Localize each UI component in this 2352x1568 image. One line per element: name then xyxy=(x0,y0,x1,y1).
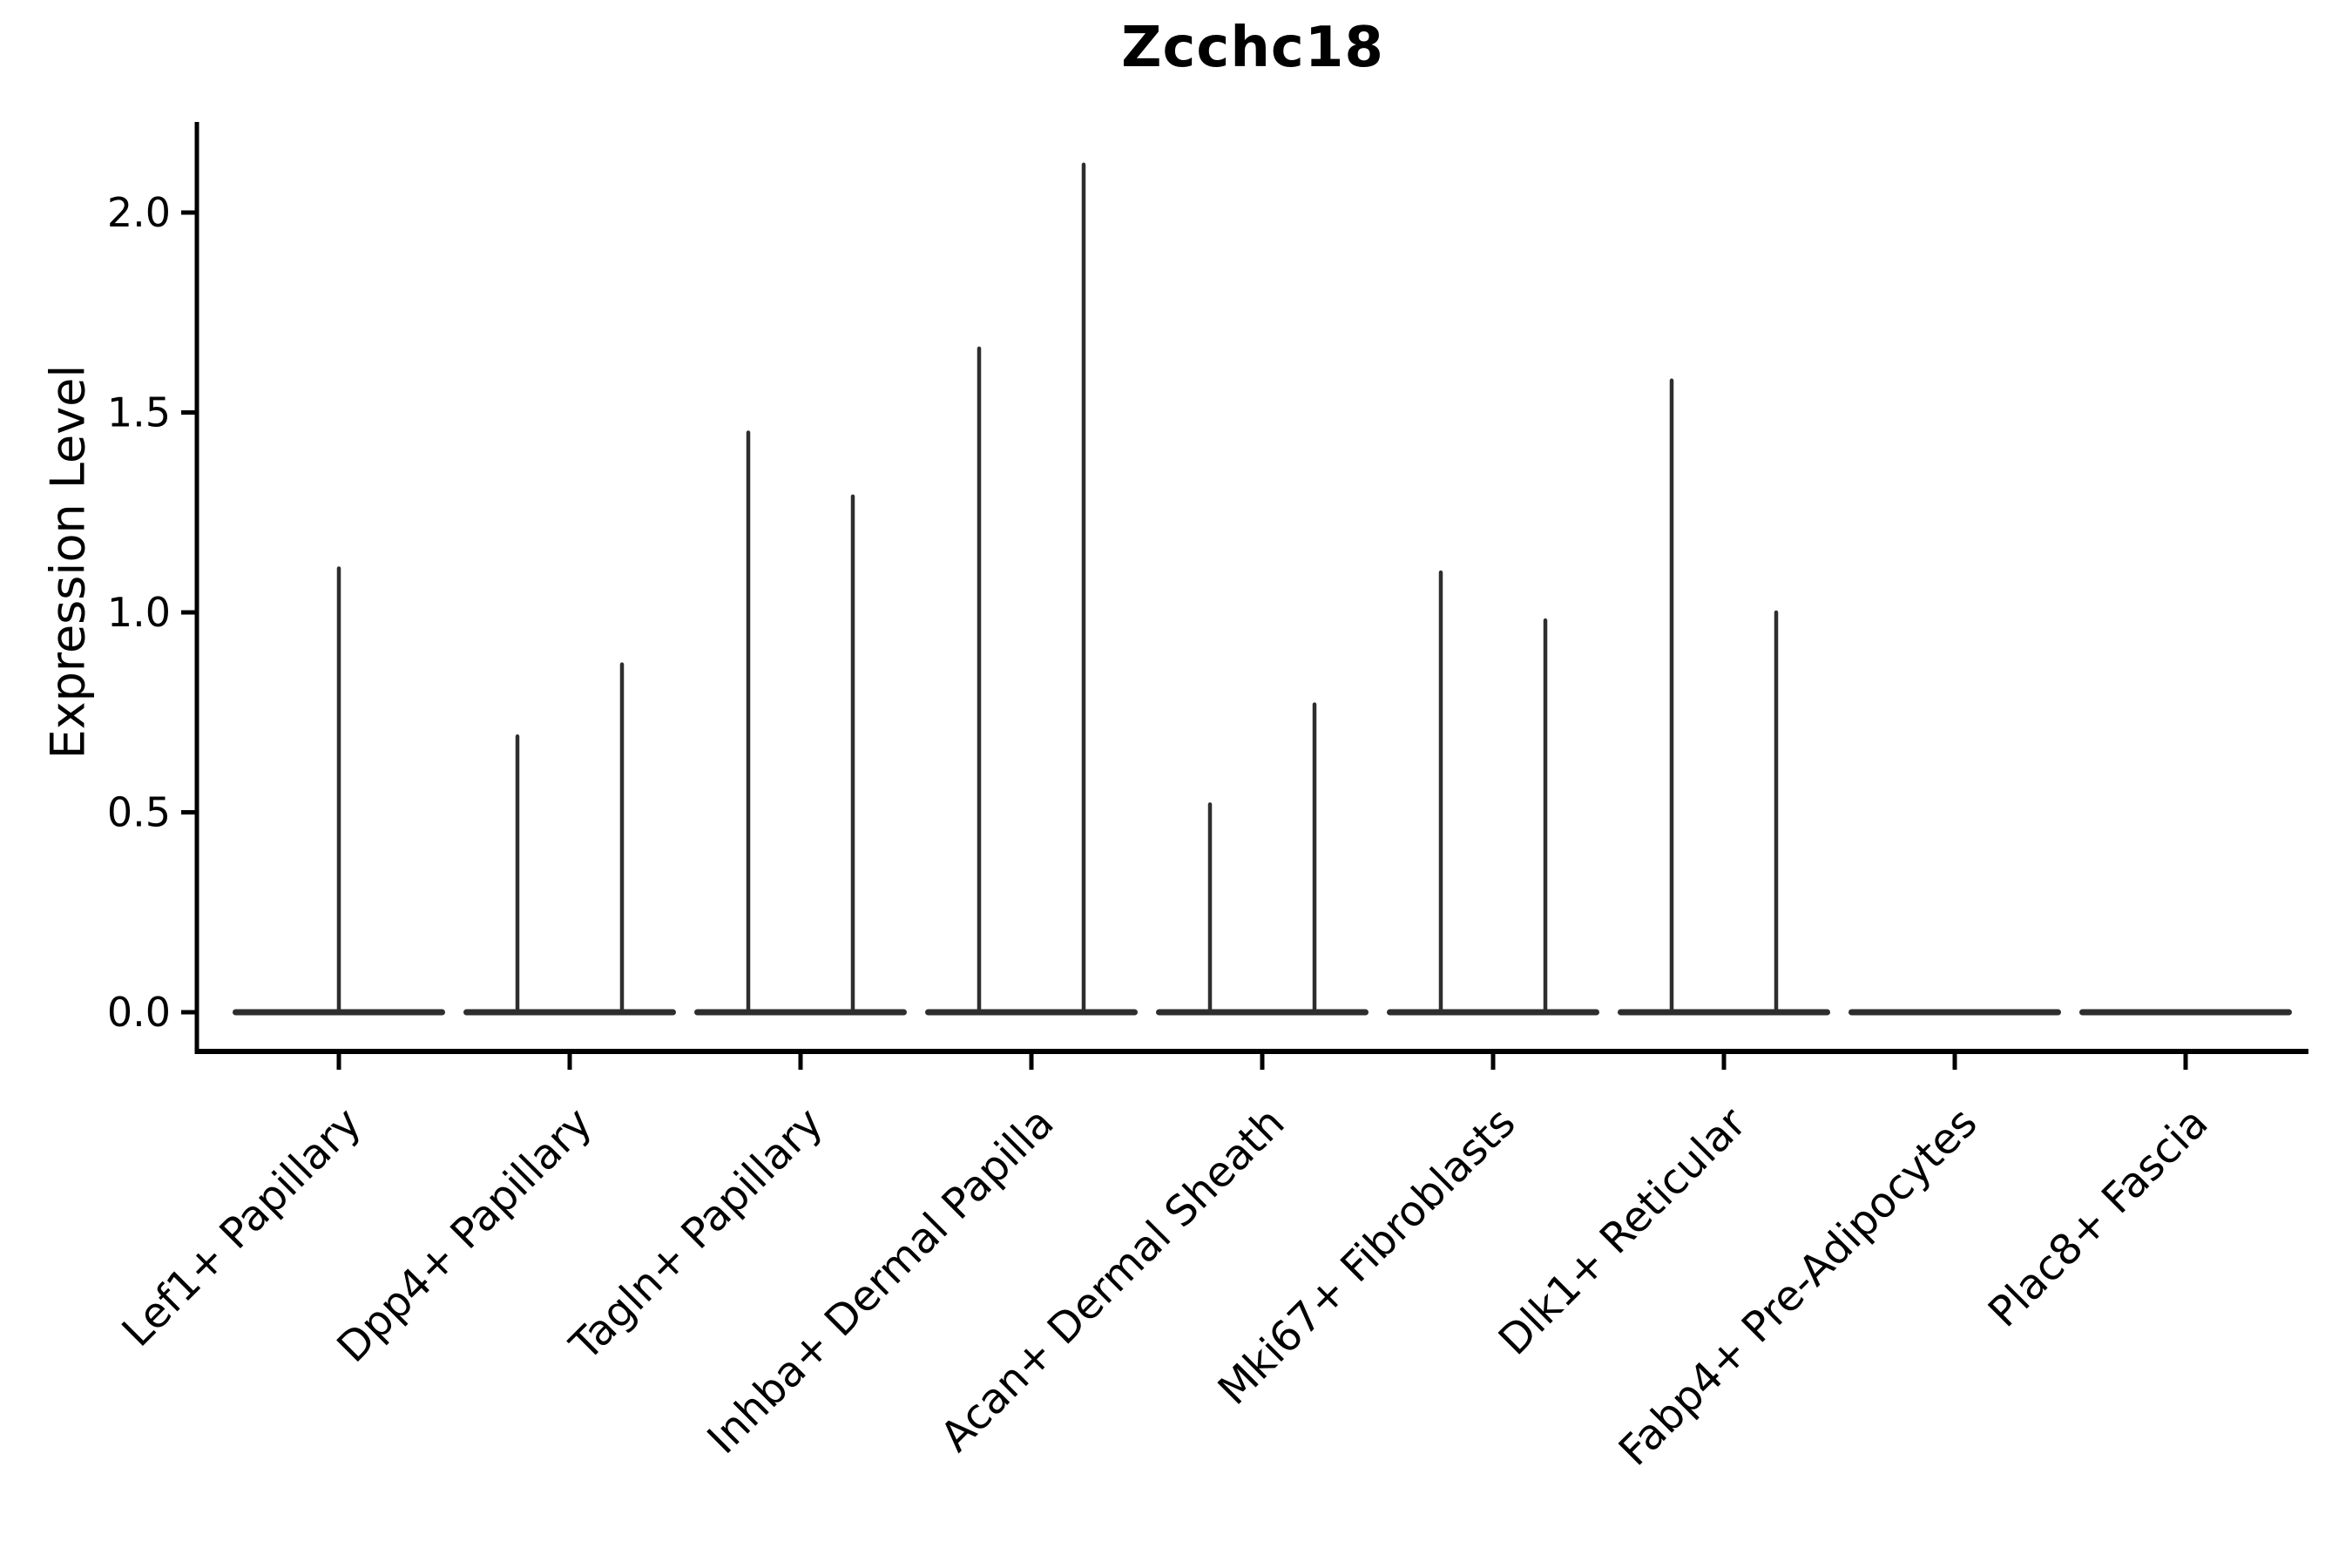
y-tick-label: 1.5 xyxy=(107,389,171,436)
x-tick-label: Dpp4+ Papillary xyxy=(328,1098,601,1372)
violin-base xyxy=(1156,1009,1369,1016)
y-tick-label: 2.0 xyxy=(107,189,171,236)
chart-title: Zcchc18 xyxy=(1121,16,1384,80)
y-tick-label: 0.0 xyxy=(107,989,171,1036)
y-tick-label: 1.0 xyxy=(107,589,171,636)
x-tick-label: Plac8+ Fascia xyxy=(1979,1098,2218,1337)
violin-base xyxy=(1387,1009,1599,1016)
violin-base xyxy=(1848,1009,2061,1016)
violin-base xyxy=(2079,1009,2292,1016)
x-tick-label: Dlk1+ Reticular xyxy=(1490,1098,1756,1365)
x-tick-label: Tagln+ Papillary xyxy=(560,1098,832,1370)
violin-base xyxy=(925,1009,1138,1016)
violin-base xyxy=(1618,1009,1830,1016)
x-tick-label: Lef1+ Papillary xyxy=(113,1098,371,1356)
violin-base xyxy=(694,1009,907,1016)
violin-base xyxy=(463,1009,676,1016)
y-tick-label: 0.5 xyxy=(107,789,171,836)
